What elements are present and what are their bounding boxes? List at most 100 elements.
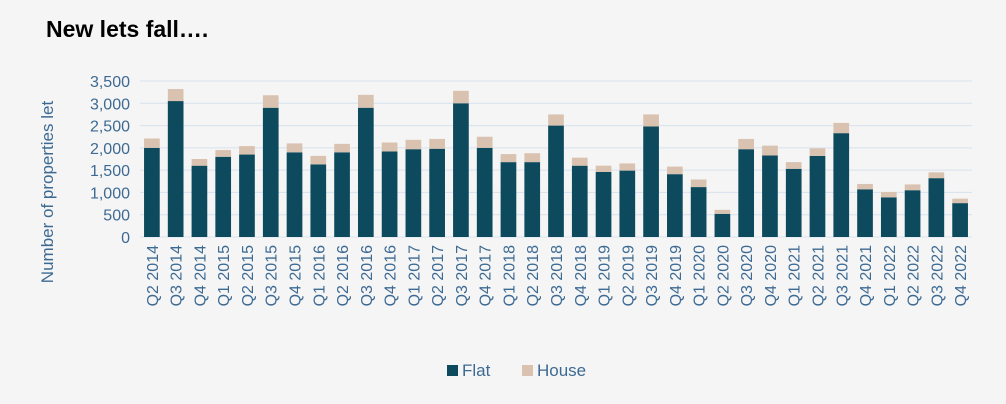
x-tick-label: Q2 2015 [240,245,257,306]
bar-flat [215,156,232,237]
bar-house [904,184,921,191]
x-tick-label: Q1 2019 [597,245,614,306]
bar-flat [239,154,255,237]
bar-house [833,122,850,134]
x-tick-label: Q3 2017 [454,245,471,306]
bar-flat [334,152,350,237]
bar-house [144,138,160,148]
y-tick-label: 2,000 [90,141,130,158]
bar-house [310,155,327,165]
x-tick-label: Q1 2020 [692,245,709,306]
x-tick-label: Q2 2021 [810,245,827,306]
bar-flat [571,165,588,237]
bar-house [738,138,755,150]
x-tick-label: Q4 2017 [478,245,495,306]
bar-flat [548,125,564,237]
bar-flat [833,133,850,237]
y-tick-label: 1,500 [90,163,130,180]
bar-house [191,159,208,166]
bar-flat [880,197,897,237]
legend-swatch-flat [447,365,458,376]
bar-house [595,165,612,172]
x-tick-label: Q4 2019 [668,245,685,306]
x-tick-label: Q1 2021 [787,245,804,306]
bar-house [952,198,968,204]
x-tick-label: Q2 2022 [906,245,923,306]
bar-flat [310,164,327,237]
bar-flat [144,147,160,237]
x-tick-label: Q4 2022 [953,245,970,306]
bar-house [262,95,279,108]
x-tick-label: Q3 2014 [169,245,186,306]
x-tick-label: Q2 2016 [335,245,352,306]
x-tick-label: Q1 2015 [216,245,233,306]
bar-house [334,143,350,153]
bar-house [239,146,255,155]
bar-flat [524,162,541,237]
x-tick-label: Q3 2015 [264,245,281,306]
bar-house [619,163,636,171]
bar-flat [690,187,707,237]
bar-house [928,172,945,179]
bar-flat [928,178,945,237]
bar-house [500,154,517,163]
bar-flat [429,148,445,237]
x-tick-label: Q4 2016 [383,245,400,306]
bar-flat [286,152,303,237]
x-tick-label: Q4 2018 [573,245,590,306]
bar-house [762,145,778,156]
bar-house [857,183,873,190]
x-tick-label: Q1 2022 [882,245,899,306]
x-tick-label: Q3 2020 [739,245,756,306]
bar-flat [809,155,826,237]
bar-house [429,138,445,149]
bar-flat [904,190,921,237]
bar-flat [381,151,398,237]
bar-house [880,191,897,198]
bar-house [381,142,398,152]
bar-house [524,153,541,163]
x-tick-label: Q2 2019 [620,245,637,306]
x-tick-label: Q4 2015 [288,245,305,306]
x-tick-label: Q3 2021 [834,245,851,306]
bar-house [548,114,564,126]
x-tick-label: Q2 2014 [145,245,162,306]
x-tick-label: Q1 2016 [311,245,328,306]
bar-flat [952,203,968,237]
x-tick-label: Q4 2021 [858,245,875,306]
bar-flat [476,147,493,237]
bar-house [809,148,826,156]
x-tick-label: Q2 2017 [430,245,447,306]
y-tick-label: 500 [103,208,130,225]
bar-house [785,162,802,169]
bar-flat [714,213,731,237]
bar-flat [667,174,683,237]
bar-house [405,139,422,150]
bar-flat [357,107,374,237]
x-tick-label: Q4 2014 [192,245,209,306]
bar-flat [857,189,873,237]
bar-house [667,166,683,175]
x-tick-label: Q3 2019 [644,245,661,306]
bar-house [167,89,184,102]
y-axis-label: Number of properties let [38,101,57,284]
bar-flat [643,126,659,237]
bar-house [690,179,707,188]
x-tick-label: Q4 2020 [763,245,780,306]
bar-flat [785,168,802,237]
x-tick-label: Q2 2018 [525,245,542,306]
bar-flat [619,170,636,237]
legend-label-flat: Flat [462,361,491,380]
bar-flat [595,171,612,237]
y-tick-label: 2,500 [90,119,130,136]
y-tick-label: 3,000 [90,96,130,113]
bar-house [453,90,469,104]
bar-flat [262,107,279,237]
legend-label-house: House [537,361,586,380]
bar-house [286,143,303,153]
bar-flat [500,162,517,237]
x-tick-label: Q3 2018 [549,245,566,306]
bar-house [215,150,232,157]
